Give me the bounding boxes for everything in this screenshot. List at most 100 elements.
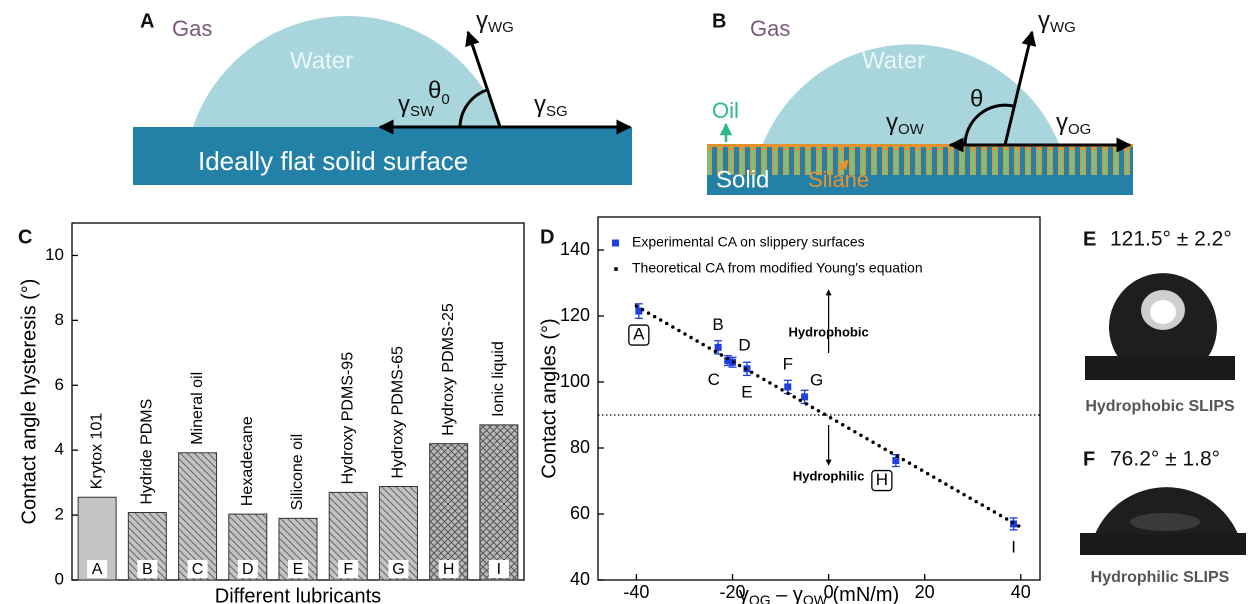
x-tick-label: I <box>497 561 501 578</box>
category-box <box>137 560 158 578</box>
x-tick-label: B <box>142 561 153 578</box>
symbol: θ <box>428 77 441 104</box>
legend-label: Theoretical CA from modified Young's equ… <box>632 260 923 276</box>
gamma-label: γOW <box>886 109 925 138</box>
category-box <box>488 560 509 578</box>
marker <box>714 343 722 351</box>
subscript: 0 <box>441 91 449 108</box>
x-axis-title: Different lubricants <box>215 585 381 604</box>
panel-a: A Gas Water γWG θ0 γSW γSG Ideally flat … <box>133 7 632 185</box>
surface-label: Ideally flat solid surface <box>198 146 468 176</box>
subscript: OW <box>803 592 828 604</box>
x-tick-label: G <box>392 561 404 578</box>
symbol: γ <box>886 109 898 136</box>
y-tick-label: 60 <box>570 503 590 523</box>
symbol: γ <box>1038 7 1050 34</box>
highlight <box>1150 300 1176 324</box>
category-box <box>87 560 108 578</box>
subscript: SG <box>546 103 568 120</box>
x-tick-label: H <box>443 561 455 578</box>
point-label: F <box>783 354 793 373</box>
marker <box>892 457 900 465</box>
gamma-label: γOG <box>1056 109 1091 138</box>
subscript: OW <box>898 121 925 138</box>
gas-label: Gas <box>172 16 212 41</box>
pillars <box>707 147 1133 175</box>
symbol: γ <box>1056 109 1068 136</box>
theory-line <box>634 304 1023 529</box>
bar-label: Silicone oil <box>289 434 306 510</box>
angle-arc <box>963 103 1014 146</box>
x-tick-label: D <box>242 561 254 578</box>
category-box <box>388 560 409 578</box>
theta-label: θ0 <box>428 77 450 108</box>
substrate <box>133 127 632 185</box>
marker <box>784 383 792 391</box>
y-tick-label: 4 <box>55 440 64 459</box>
water-label: Water <box>290 47 353 74</box>
panel-letter: B <box>712 10 726 32</box>
legend-label: Experimental CA on slippery surfaces <box>632 234 865 250</box>
arrow <box>1003 30 1037 146</box>
x-tick-label: -40 <box>623 582 649 602</box>
marker <box>635 307 643 315</box>
x-tick-label: 20 <box>915 582 935 602</box>
panel-letter: E <box>1083 228 1096 250</box>
caption: Hydrophobic SLIPS <box>1085 398 1235 415</box>
label-box <box>628 324 650 346</box>
subscript: WG <box>1050 19 1076 36</box>
marker <box>801 393 809 401</box>
category-box <box>187 560 208 578</box>
plot-frame <box>597 216 1041 581</box>
bar-label: Hydroxy PDMS-25 <box>440 303 457 436</box>
symbol: γ <box>398 91 410 118</box>
y-tick-label: 80 <box>570 437 590 457</box>
subscript: OG <box>749 592 771 604</box>
panel-b: B Gas Water γWG θ γOW γOG Oil Solid Sila… <box>707 7 1133 195</box>
gamma-label: γWG <box>1038 7 1076 36</box>
point-label: E <box>741 382 752 401</box>
theta-label: θ <box>970 85 983 112</box>
droplet <box>762 44 1060 147</box>
droplet <box>193 15 502 128</box>
subscript: SW <box>410 103 435 120</box>
panel-letter: F <box>1083 448 1095 470</box>
panel-letter: D <box>540 226 554 248</box>
label-part: – γ <box>771 584 803 604</box>
y-tick-label: 140 <box>560 239 590 259</box>
panel-e: E 121.5° ± 2.2° Hydrophobic SLIPS <box>1083 228 1235 415</box>
x-tick-label: C <box>192 561 204 578</box>
angle-label: 76.2° ± 1.8° <box>1110 448 1220 471</box>
x-tick-label: F <box>343 561 353 578</box>
annotation: Hydrophilic <box>793 468 865 483</box>
x-tick-label: 0 <box>824 582 834 602</box>
panel-letter: A <box>140 10 154 32</box>
gas-label: Gas <box>750 16 790 41</box>
symbol: γ <box>476 7 488 34</box>
point-label: B <box>712 315 723 334</box>
bar <box>429 443 469 581</box>
water-label: Water <box>862 47 925 74</box>
oil-label: Oil <box>712 98 739 123</box>
bar-label: Mineral oil <box>189 372 206 445</box>
panel-f: F 76.2° ± 1.8° Hydrophilic SLIPS <box>1080 448 1246 586</box>
category-box <box>237 560 258 578</box>
bar-label: Krytox 101 <box>88 413 105 490</box>
category-box <box>288 560 308 578</box>
legend-marker <box>614 267 618 271</box>
substrate <box>1080 533 1246 555</box>
y-tick-label: 2 <box>55 505 64 524</box>
highlight <box>1130 513 1200 531</box>
point-label: I <box>1011 537 1016 556</box>
subscript: OG <box>1068 121 1091 138</box>
solid-label: Solid <box>716 166 769 193</box>
subscript: WG <box>488 19 514 36</box>
point <box>783 379 792 395</box>
y-tick-label: 120 <box>560 305 590 325</box>
gamma-label: γWG <box>476 7 514 36</box>
point-label: A <box>633 325 645 344</box>
gamma-label: γSW <box>398 91 435 120</box>
point <box>800 389 809 405</box>
bar-label: Hydroxy PDMS-65 <box>390 346 407 479</box>
